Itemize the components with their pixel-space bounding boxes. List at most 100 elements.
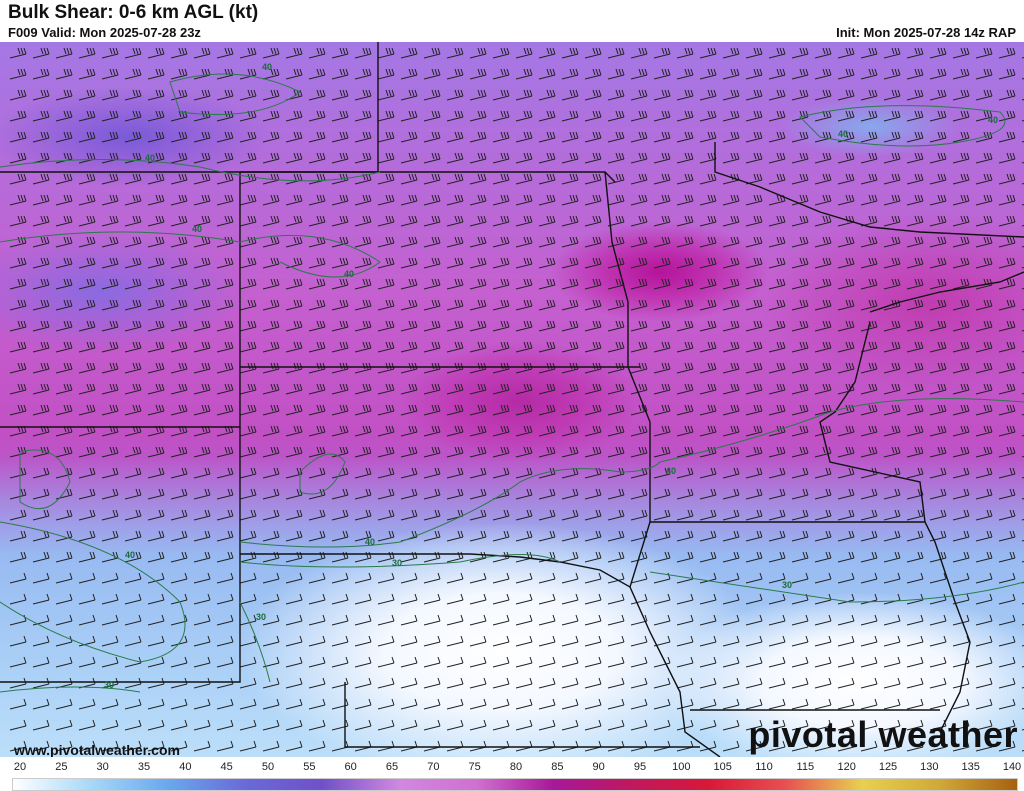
wind-barb [55, 530, 73, 542]
wind-barb [262, 677, 280, 689]
wind-barb [354, 341, 372, 353]
wind-barb [55, 68, 73, 80]
shear-map[interactable]: 40 40 40 40 40 40 40 40 40 30 30 30 30 w… [0, 42, 1024, 757]
wind-barb [147, 278, 165, 290]
wind-barb [584, 551, 602, 563]
wind-barb [538, 509, 556, 521]
wind-barb [722, 677, 740, 689]
wind-barb [745, 47, 763, 59]
wind-barb [814, 698, 832, 710]
wind-barb [147, 194, 165, 206]
wind-barb [906, 614, 924, 626]
wind-barb [262, 530, 280, 542]
wind-barb [9, 341, 27, 353]
wind-barb [676, 131, 694, 143]
wind-barb [147, 677, 165, 689]
wind-barb [998, 236, 1016, 248]
wind-barb [814, 299, 832, 311]
wind-barb [998, 299, 1016, 311]
wind-barb [883, 698, 901, 710]
wind-barb [860, 551, 878, 563]
wind-barb [492, 257, 510, 269]
wind-barb [285, 341, 303, 353]
wind-barb [193, 446, 211, 458]
wind-barb [952, 509, 970, 521]
wind-barb [446, 530, 464, 542]
wind-barb [883, 530, 901, 542]
wind-barb [446, 110, 464, 122]
wind-barb [216, 572, 234, 584]
wind-barb [515, 131, 533, 143]
wind-barb [32, 47, 50, 59]
wind-barb [354, 320, 372, 332]
wind-barb [998, 467, 1016, 479]
wind-barb [147, 425, 165, 437]
wind-barb [469, 656, 487, 668]
wind-barb [860, 89, 878, 101]
wind-barb [515, 530, 533, 542]
wind-barb [584, 173, 602, 185]
wind-barb [147, 257, 165, 269]
wind-barb [9, 572, 27, 584]
wind-barb [239, 383, 257, 395]
wind-barb [331, 551, 349, 563]
wind-barb [584, 530, 602, 542]
wind-barb [883, 425, 901, 437]
wind-barb [469, 215, 487, 227]
wind-barb [9, 656, 27, 668]
wind-barb [952, 47, 970, 59]
wind-barb [699, 509, 717, 521]
wind-barb [515, 467, 533, 479]
wind-barb [837, 614, 855, 626]
colorbar-tick: 70 [427, 761, 440, 773]
wind-barb [285, 362, 303, 374]
wind-barb [308, 614, 326, 626]
wind-barb [837, 677, 855, 689]
wind-barb [515, 572, 533, 584]
wind-barb [745, 299, 763, 311]
wind-barb [101, 404, 119, 416]
wind-barb [124, 614, 142, 626]
wind-barb [354, 425, 372, 437]
wind-barb [791, 68, 809, 80]
wind-barb [814, 236, 832, 248]
wind-barb [906, 152, 924, 164]
wind-barb [883, 593, 901, 605]
wind-barb [354, 593, 372, 605]
wind-barb [630, 488, 648, 500]
wind-barb [607, 635, 625, 647]
wind-barb [630, 740, 648, 752]
wind-barb [722, 47, 740, 59]
wind-barb [975, 635, 993, 647]
wind-barb [9, 215, 27, 227]
wind-barb [929, 278, 947, 290]
wind-barb [814, 89, 832, 101]
wind-barb [860, 530, 878, 542]
wind-barb [814, 719, 832, 731]
wind-barb [354, 446, 372, 458]
wind-barb [929, 551, 947, 563]
website-url: www.pivotalweather.com [14, 742, 180, 757]
border-line [344, 682, 700, 748]
colorbar-tick: 95 [633, 761, 647, 773]
wind-barb [745, 698, 763, 710]
wind-barb [607, 467, 625, 479]
wind-barb [32, 635, 50, 647]
wind-barb [216, 740, 234, 752]
wind-barb [906, 677, 924, 689]
wind-barb [998, 131, 1016, 143]
wind-barb [952, 446, 970, 458]
colorbar-tick: 90 [592, 761, 605, 773]
wind-barb [837, 740, 855, 752]
wind-barb [837, 383, 855, 395]
wind-barb [929, 677, 947, 689]
wind-barb [354, 404, 372, 416]
wind-barb [975, 131, 993, 143]
wind-barb [285, 215, 303, 227]
wind-barb [216, 635, 234, 647]
wind-barb [101, 425, 119, 437]
wind-barb [630, 131, 648, 143]
wind-barb [354, 257, 372, 269]
wind-barb [308, 152, 326, 164]
wind-barb [814, 362, 832, 374]
